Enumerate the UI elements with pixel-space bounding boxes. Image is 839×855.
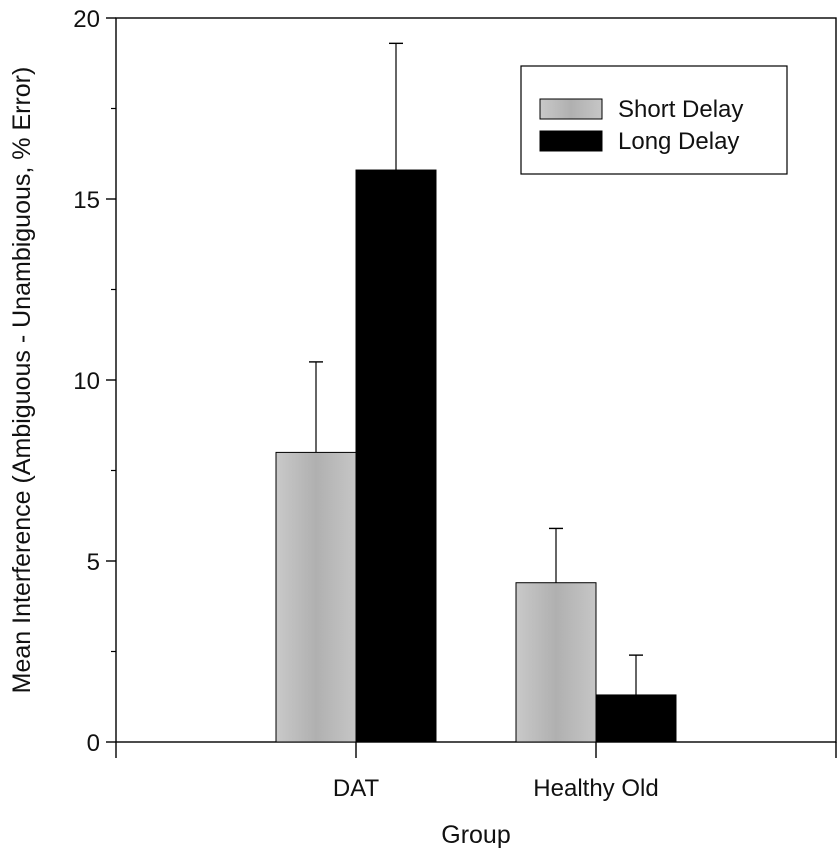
legend: Short Delay Long Delay — [520, 65, 788, 175]
legend-swatch-short-delay — [539, 98, 603, 120]
y-tick-label: 10 — [73, 368, 100, 395]
y-tick-label: 5 — [87, 549, 100, 576]
x-axis-label: Group — [441, 821, 510, 849]
y-axis-label: Mean Interference (Ambiguous - Unambiguo… — [8, 67, 36, 694]
bar — [275, 451, 357, 743]
x-tick-label: Healthy Old — [533, 775, 658, 802]
bar — [515, 582, 597, 743]
y-axis-ticks: 0 5 10 15 20 — [73, 6, 116, 757]
bar — [595, 694, 677, 743]
error-bars-group — [309, 42, 643, 695]
legend-label-long-delay: Long Delay — [618, 128, 739, 155]
y-tick-label: 0 — [87, 730, 100, 757]
bar — [355, 169, 437, 743]
x-tick-label: DAT — [333, 775, 380, 802]
x-axis-ticks: DAT Healthy Old — [115, 742, 837, 802]
legend-frame — [520, 65, 788, 175]
legend-swatch-long-delay — [539, 130, 603, 152]
legend-label-short-delay: Short Delay — [618, 96, 743, 123]
y-tick-label: 15 — [73, 187, 100, 214]
y-tick-label: 20 — [73, 6, 100, 33]
bars-group — [275, 169, 677, 743]
